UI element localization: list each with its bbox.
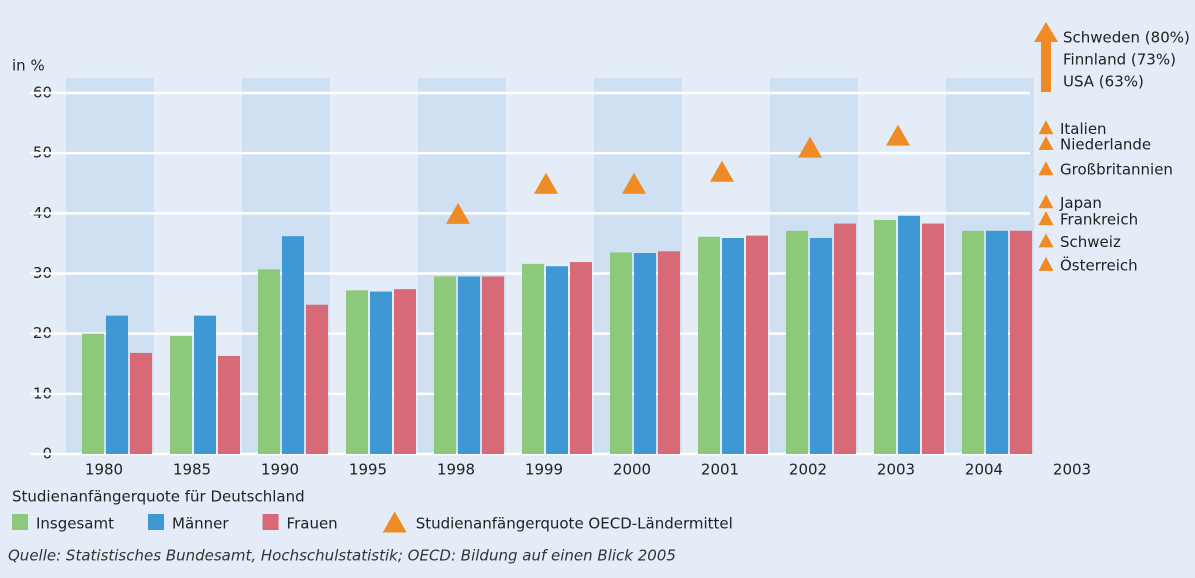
x-tick-label: 1985 xyxy=(173,461,211,479)
bar xyxy=(874,219,896,454)
x-tick-label: 2001 xyxy=(701,461,739,479)
x-tick-label: 1980 xyxy=(85,461,123,479)
oecd-marker xyxy=(446,202,470,224)
y-axis-label: in % xyxy=(12,57,45,75)
oecd-marker xyxy=(798,136,822,158)
oecd-marker xyxy=(710,160,734,182)
bar xyxy=(370,291,392,454)
oecd-marker xyxy=(534,172,558,194)
bar xyxy=(346,290,368,454)
bar xyxy=(306,304,328,454)
bar xyxy=(658,251,680,454)
bar xyxy=(258,269,280,454)
bar xyxy=(898,215,920,454)
country-marker xyxy=(1038,120,1054,135)
bar xyxy=(218,355,240,454)
country-marker xyxy=(1038,211,1054,226)
oecd-marker xyxy=(886,124,910,146)
country-label: Österreich xyxy=(1060,255,1138,274)
bar xyxy=(82,333,104,454)
bar xyxy=(986,230,1008,454)
country-marker xyxy=(1038,233,1054,248)
oecd-marker xyxy=(622,172,646,194)
country-marker xyxy=(1038,161,1054,176)
offscale-label: Schweden (80%) xyxy=(1063,29,1190,47)
bar xyxy=(786,230,808,454)
country-label: Niederlande xyxy=(1060,135,1151,153)
country-label: Japan xyxy=(1059,194,1102,212)
bar xyxy=(434,276,456,454)
country-label: Schweiz xyxy=(1060,233,1121,251)
legend-swatch xyxy=(12,514,28,530)
x-tick-label: 2003 xyxy=(1053,461,1091,479)
source: Quelle: Statistisches Bundesamt, Hochsch… xyxy=(8,547,676,565)
country-marker xyxy=(1038,194,1054,209)
country-marker xyxy=(1038,256,1054,271)
offscale-arrow-head xyxy=(1034,22,1058,42)
x-tick-label: 1999 xyxy=(525,461,563,479)
bar xyxy=(458,276,480,454)
legend-swatch xyxy=(262,514,279,530)
x-tick-label: 1998 xyxy=(437,461,475,479)
bar xyxy=(194,315,216,454)
legend-label: Frauen xyxy=(287,515,338,533)
bar xyxy=(746,235,768,454)
x-tick-label: 2003 xyxy=(877,461,915,479)
legend-swatch xyxy=(148,514,164,530)
bar xyxy=(130,352,152,454)
bar xyxy=(810,238,832,454)
bar xyxy=(570,262,592,454)
bar xyxy=(1010,230,1032,454)
x-tick-label: 1990 xyxy=(261,461,299,479)
legend-marker xyxy=(382,511,407,533)
bar xyxy=(282,236,304,454)
bar xyxy=(394,289,416,454)
legend-label: Studienanfängerquote OECD-Ländermittel xyxy=(416,515,733,533)
legend-label: Männer xyxy=(172,515,229,533)
country-label: Italien xyxy=(1060,120,1107,138)
legend-label: Insgesamt xyxy=(36,515,114,533)
x-tick-label: 1995 xyxy=(349,461,387,479)
offscale-label: USA (63%) xyxy=(1063,73,1144,91)
bar xyxy=(962,230,984,454)
x-tick-label: 2004 xyxy=(965,461,1003,479)
x-tick-label: 2000 xyxy=(613,461,651,479)
bar xyxy=(106,315,128,454)
bar xyxy=(698,236,720,454)
country-marker xyxy=(1038,135,1054,150)
country-label: Großbritannien xyxy=(1060,161,1173,179)
bar xyxy=(522,263,544,454)
bar xyxy=(834,223,856,454)
offscale-arrow xyxy=(1041,40,1051,92)
offscale-label: Finnland (73%) xyxy=(1063,51,1176,69)
bar xyxy=(922,223,944,454)
bar xyxy=(722,238,744,454)
country-label: Frankreich xyxy=(1060,211,1138,229)
legend-title: Studienanfängerquote für Deutschland xyxy=(12,488,305,506)
bar xyxy=(634,253,656,454)
bar xyxy=(170,336,192,454)
bar xyxy=(610,252,632,454)
x-tick-label: 2002 xyxy=(789,461,827,479)
bar xyxy=(546,266,568,454)
bar xyxy=(482,276,504,454)
